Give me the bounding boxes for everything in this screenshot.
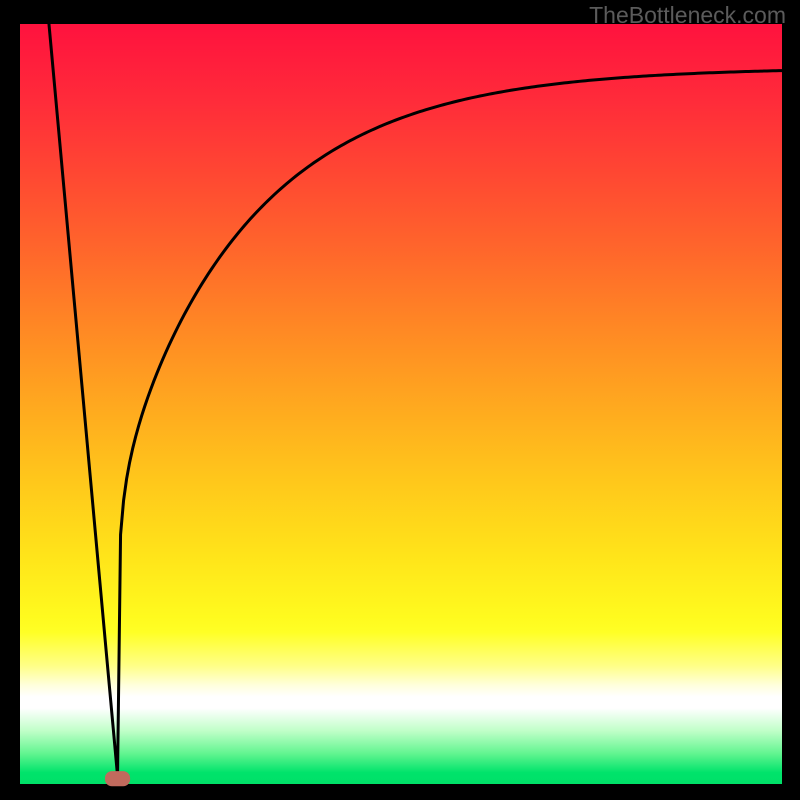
min-point-marker (105, 771, 130, 786)
attribution-text: TheBottleneck.com (589, 2, 786, 29)
bottleneck-chart (0, 0, 800, 800)
plot-background (20, 24, 782, 784)
chart-container: TheBottleneck.com (0, 0, 800, 800)
